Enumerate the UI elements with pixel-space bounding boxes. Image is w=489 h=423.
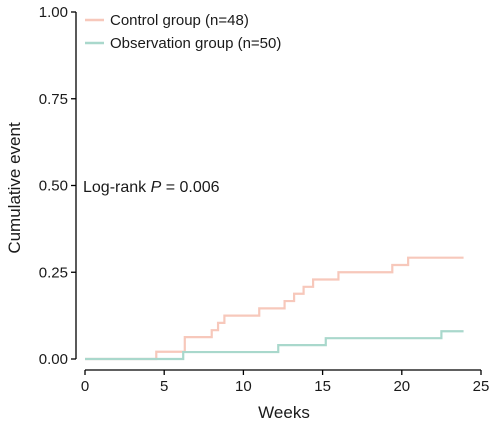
- x-tick-label: 20: [393, 378, 410, 395]
- x-tick-label: 10: [235, 378, 252, 395]
- x-tick-label: 15: [314, 378, 331, 395]
- axes: 0.00 0.25 0.50 0.75 1.00 0 5 10 15 20 25: [39, 4, 489, 395]
- x-tick-label: 0: [81, 378, 89, 395]
- series-line-2: [85, 330, 464, 361]
- legend-label-1: Control group (n=48): [110, 12, 249, 29]
- y-tick-label: 0.25: [39, 264, 68, 281]
- legend: Control group (n=48) Observation group (n…: [85, 12, 281, 52]
- legend-label-2: Observation group (n=50): [110, 35, 281, 52]
- plot-lines: [85, 256, 464, 361]
- x-tick-label: 25: [473, 378, 489, 395]
- y-tick-label: 0.75: [39, 91, 68, 108]
- y-axis-title: Cumulative event: [5, 122, 24, 254]
- y-tick-label: 0.50: [39, 178, 68, 195]
- x-tick-label: 5: [160, 378, 168, 395]
- x-axis-title: Weeks: [258, 403, 310, 422]
- series-line-1: [85, 256, 464, 361]
- log-rank-annotation: Log-rank P = 0.006: [83, 179, 220, 196]
- y-tick-label: 0.00: [39, 351, 68, 368]
- y-tick-label: 1.00: [39, 4, 68, 21]
